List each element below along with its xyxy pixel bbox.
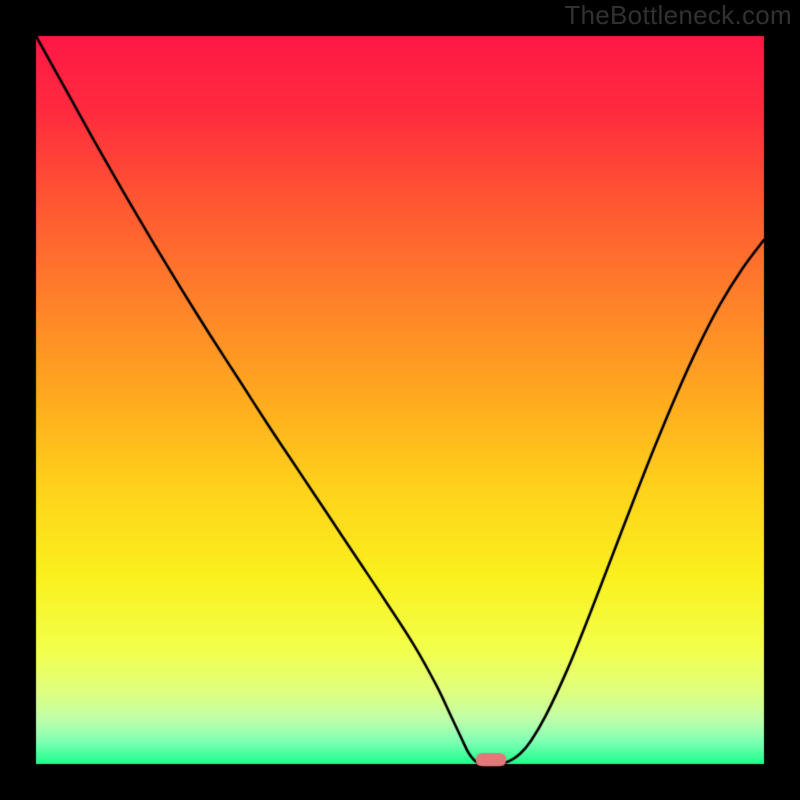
chart-container: TheBottleneck.com	[0, 0, 800, 800]
watermark-label: TheBottleneck.com	[564, 0, 792, 31]
bottleneck-chart-canvas	[0, 0, 800, 800]
